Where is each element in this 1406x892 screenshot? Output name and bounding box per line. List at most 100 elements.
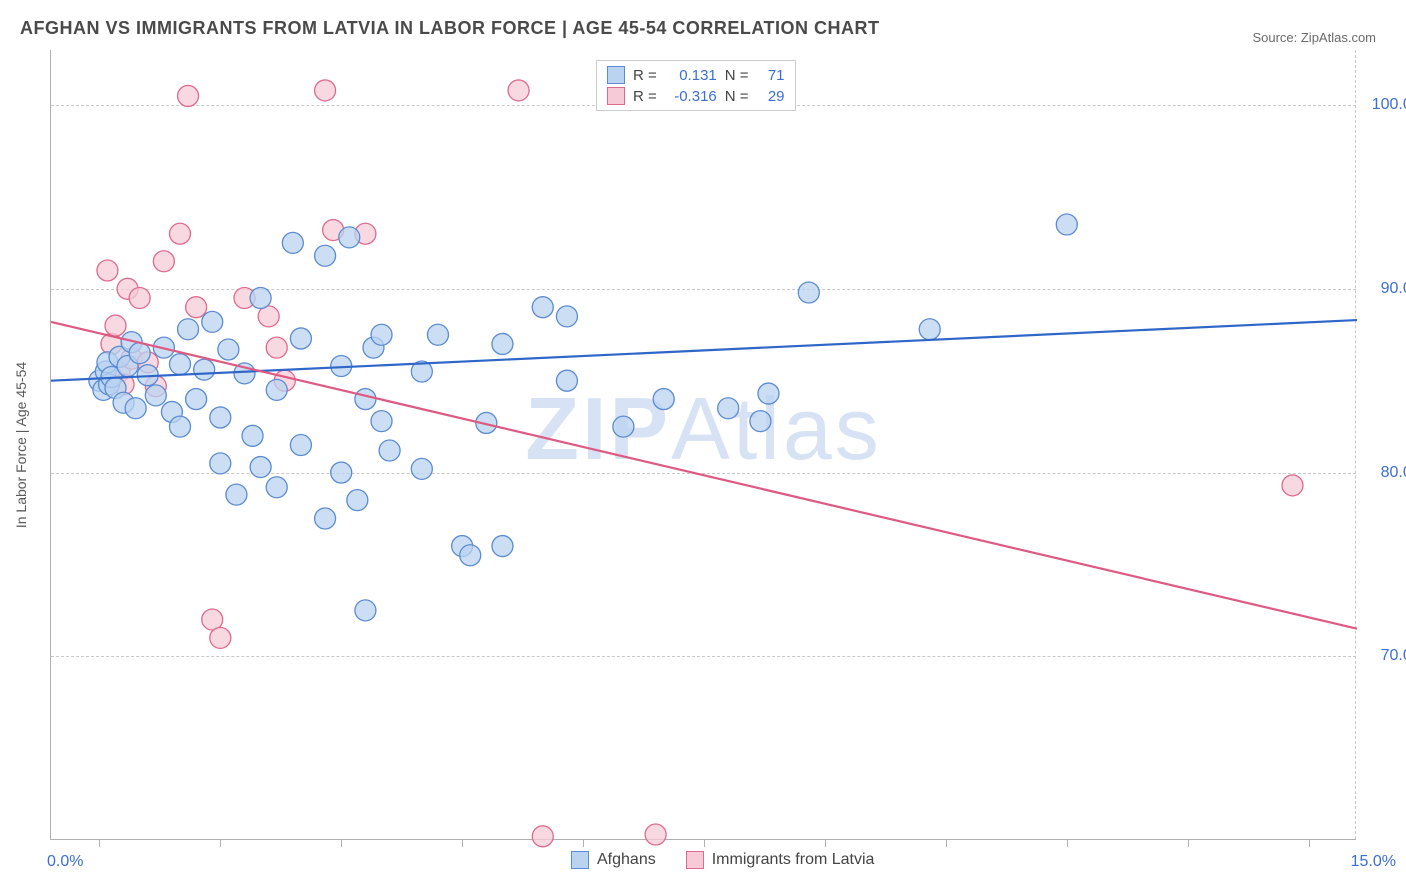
data-point-latvia <box>105 315 126 336</box>
data-point-afghans <box>798 282 819 303</box>
swatch-latvia <box>686 851 704 869</box>
data-point-afghans <box>339 227 360 248</box>
x-tick <box>583 839 584 847</box>
data-point-afghans <box>347 490 368 511</box>
data-point-latvia <box>186 297 207 318</box>
data-point-afghans <box>379 440 400 461</box>
y-tick-label: 80.0% <box>1366 464 1406 482</box>
data-point-afghans <box>242 425 263 446</box>
data-point-afghans <box>226 484 247 505</box>
data-point-afghans <box>718 398 739 419</box>
data-point-latvia <box>266 337 287 358</box>
n-value-afghans: 71 <box>757 67 785 84</box>
data-point-afghans <box>315 245 336 266</box>
regression-line-afghans <box>51 320 1357 381</box>
data-point-afghans <box>266 477 287 498</box>
data-point-afghans <box>331 462 352 483</box>
n-value-latvia: 29 <box>757 88 785 105</box>
data-point-latvia <box>508 80 529 101</box>
data-point-afghans <box>371 411 392 432</box>
data-point-latvia <box>645 824 666 845</box>
data-point-afghans <box>290 435 311 456</box>
x-tick <box>462 839 463 847</box>
data-point-afghans <box>145 385 166 406</box>
data-point-afghans <box>532 297 553 318</box>
series-legend: Afghans Immigrants from Latvia <box>571 851 874 869</box>
data-point-afghans <box>919 319 940 340</box>
data-point-afghans <box>653 389 674 410</box>
x-tick <box>946 839 947 847</box>
data-point-afghans <box>492 333 513 354</box>
y-tick-label: 100.0% <box>1366 96 1406 114</box>
chart-container: AFGHAN VS IMMIGRANTS FROM LATVIA IN LABO… <box>0 0 1406 892</box>
data-point-afghans <box>1056 214 1077 235</box>
data-point-afghans <box>355 389 376 410</box>
data-point-latvia <box>169 223 190 244</box>
data-point-afghans <box>371 324 392 345</box>
data-point-afghans <box>178 319 199 340</box>
legend-label-afghans: Afghans <box>597 851 656 869</box>
data-point-afghans <box>427 324 448 345</box>
x-tick <box>1067 839 1068 847</box>
x-tick <box>1188 839 1189 847</box>
data-point-latvia <box>1282 475 1303 496</box>
legend-label-latvia: Immigrants from Latvia <box>712 851 875 869</box>
x-min-label: 0.0% <box>47 853 83 871</box>
data-point-afghans <box>282 232 303 253</box>
r-value-afghans: 0.131 <box>665 67 717 84</box>
plot-area: ZIPAtlas 70.0%80.0%90.0%100.0% 0.0% 15.0… <box>50 50 1356 840</box>
scatter-svg <box>51 50 1356 839</box>
legend-item-afghans: Afghans <box>571 851 656 869</box>
n-label: N = <box>725 67 749 84</box>
regression-line-latvia <box>51 322 1357 629</box>
data-point-latvia <box>315 80 336 101</box>
data-point-afghans <box>250 457 271 478</box>
data-point-afghans <box>202 311 223 332</box>
legend-row-afghans: R = 0.131 N = 71 <box>607 66 785 84</box>
data-point-afghans <box>250 288 271 309</box>
correlation-legend: R = 0.131 N = 71 R = -0.316 N = 29 <box>596 60 796 111</box>
data-point-afghans <box>492 536 513 557</box>
x-tick <box>704 839 705 847</box>
data-point-latvia <box>532 826 553 847</box>
legend-row-latvia: R = -0.316 N = 29 <box>607 87 785 105</box>
swatch-latvia <box>607 87 625 105</box>
data-point-afghans <box>129 343 150 364</box>
data-point-latvia <box>178 85 199 106</box>
data-point-latvia <box>129 288 150 309</box>
swatch-afghans <box>571 851 589 869</box>
y-axis-title: In Labor Force | Age 45-54 <box>13 361 29 527</box>
data-point-afghans <box>169 416 190 437</box>
data-point-latvia <box>153 251 174 272</box>
data-point-afghans <box>290 328 311 349</box>
data-point-afghans <box>210 453 231 474</box>
data-point-afghans <box>125 398 146 419</box>
n-label: N = <box>725 88 749 105</box>
data-point-afghans <box>613 416 634 437</box>
y-tick-label: 70.0% <box>1366 647 1406 665</box>
source-attribution: Source: ZipAtlas.com <box>1252 30 1376 45</box>
data-point-latvia <box>97 260 118 281</box>
data-point-afghans <box>218 339 239 360</box>
legend-item-latvia: Immigrants from Latvia <box>686 851 875 869</box>
x-tick <box>825 839 826 847</box>
x-max-label: 15.0% <box>1351 853 1396 871</box>
r-value-latvia: -0.316 <box>665 88 717 105</box>
x-tick <box>220 839 221 847</box>
data-point-afghans <box>750 411 771 432</box>
chart-title: AFGHAN VS IMMIGRANTS FROM LATVIA IN LABO… <box>20 18 880 39</box>
data-point-afghans <box>556 306 577 327</box>
y-tick-label: 90.0% <box>1366 280 1406 298</box>
data-point-afghans <box>460 545 481 566</box>
x-tick <box>1309 839 1310 847</box>
data-point-afghans <box>758 383 779 404</box>
data-point-afghans <box>355 600 376 621</box>
data-point-afghans <box>556 370 577 391</box>
data-point-afghans <box>169 354 190 375</box>
data-point-afghans <box>210 407 231 428</box>
swatch-afghans <box>607 66 625 84</box>
x-tick <box>341 839 342 847</box>
data-point-afghans <box>315 508 336 529</box>
data-point-afghans <box>186 389 207 410</box>
data-point-latvia <box>210 627 231 648</box>
